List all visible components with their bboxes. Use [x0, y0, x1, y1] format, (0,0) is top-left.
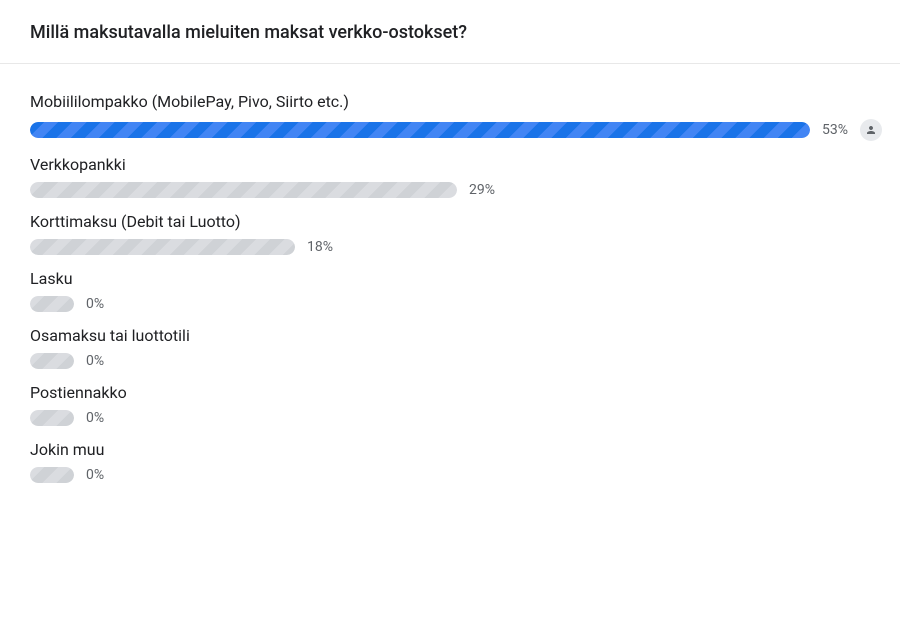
option-percent: 29%: [469, 182, 495, 198]
option-percent: 53%: [822, 122, 848, 138]
option-percent: 0%: [86, 410, 104, 426]
your-vote-icon: [860, 119, 882, 141]
option-bar-fill: [30, 296, 74, 312]
poll-option[interactable]: Jokin muu 0%: [30, 440, 870, 483]
option-bar-row: 53%: [30, 119, 870, 141]
option-label: Osamaksu tai luottotili: [30, 326, 870, 345]
poll-options: Mobiililompakko (MobilePay, Pivo, Siirto…: [0, 64, 900, 503]
option-bar-row: 18%: [30, 239, 870, 255]
option-label: Mobiililompakko (MobilePay, Pivo, Siirto…: [30, 92, 870, 111]
option-label: Verkkopankki: [30, 155, 870, 174]
option-label: Lasku: [30, 269, 870, 288]
option-label: Postiennakko: [30, 383, 870, 402]
option-bar: [30, 410, 74, 426]
option-bar-fill: [30, 182, 457, 198]
poll-option[interactable]: Lasku 0%: [30, 269, 870, 312]
option-bar-fill: [30, 239, 295, 255]
option-bar: [30, 239, 295, 255]
option-bar: [30, 122, 810, 138]
option-percent: 0%: [86, 353, 104, 369]
option-percent: 0%: [86, 296, 104, 312]
poll-option[interactable]: Osamaksu tai luottotili 0%: [30, 326, 870, 369]
option-bar-fill: [30, 467, 74, 483]
option-percent: 18%: [307, 239, 333, 255]
poll-header: Millä maksutavalla mieluiten maksat verk…: [0, 0, 900, 64]
option-bar: [30, 467, 74, 483]
option-bar-row: 0%: [30, 353, 870, 369]
option-bar-row: 0%: [30, 296, 870, 312]
poll-option[interactable]: Verkkopankki 29%: [30, 155, 870, 198]
poll-option[interactable]: Mobiililompakko (MobilePay, Pivo, Siirto…: [30, 92, 870, 141]
option-percent: 0%: [86, 467, 104, 483]
option-label: Jokin muu: [30, 440, 870, 459]
option-bar-fill: [30, 353, 74, 369]
poll-title: Millä maksutavalla mieluiten maksat verk…: [30, 22, 870, 43]
option-bar-row: 0%: [30, 467, 870, 483]
option-bar-row: 0%: [30, 410, 870, 426]
option-bar-fill: [30, 410, 74, 426]
option-bar: [30, 353, 74, 369]
option-bar-fill: [30, 122, 810, 138]
option-bar: [30, 182, 457, 198]
option-label: Korttimaksu (Debit tai Luotto): [30, 212, 870, 231]
poll-option[interactable]: Korttimaksu (Debit tai Luotto) 18%: [30, 212, 870, 255]
poll-option[interactable]: Postiennakko 0%: [30, 383, 870, 426]
option-bar: [30, 296, 74, 312]
option-bar-row: 29%: [30, 182, 870, 198]
